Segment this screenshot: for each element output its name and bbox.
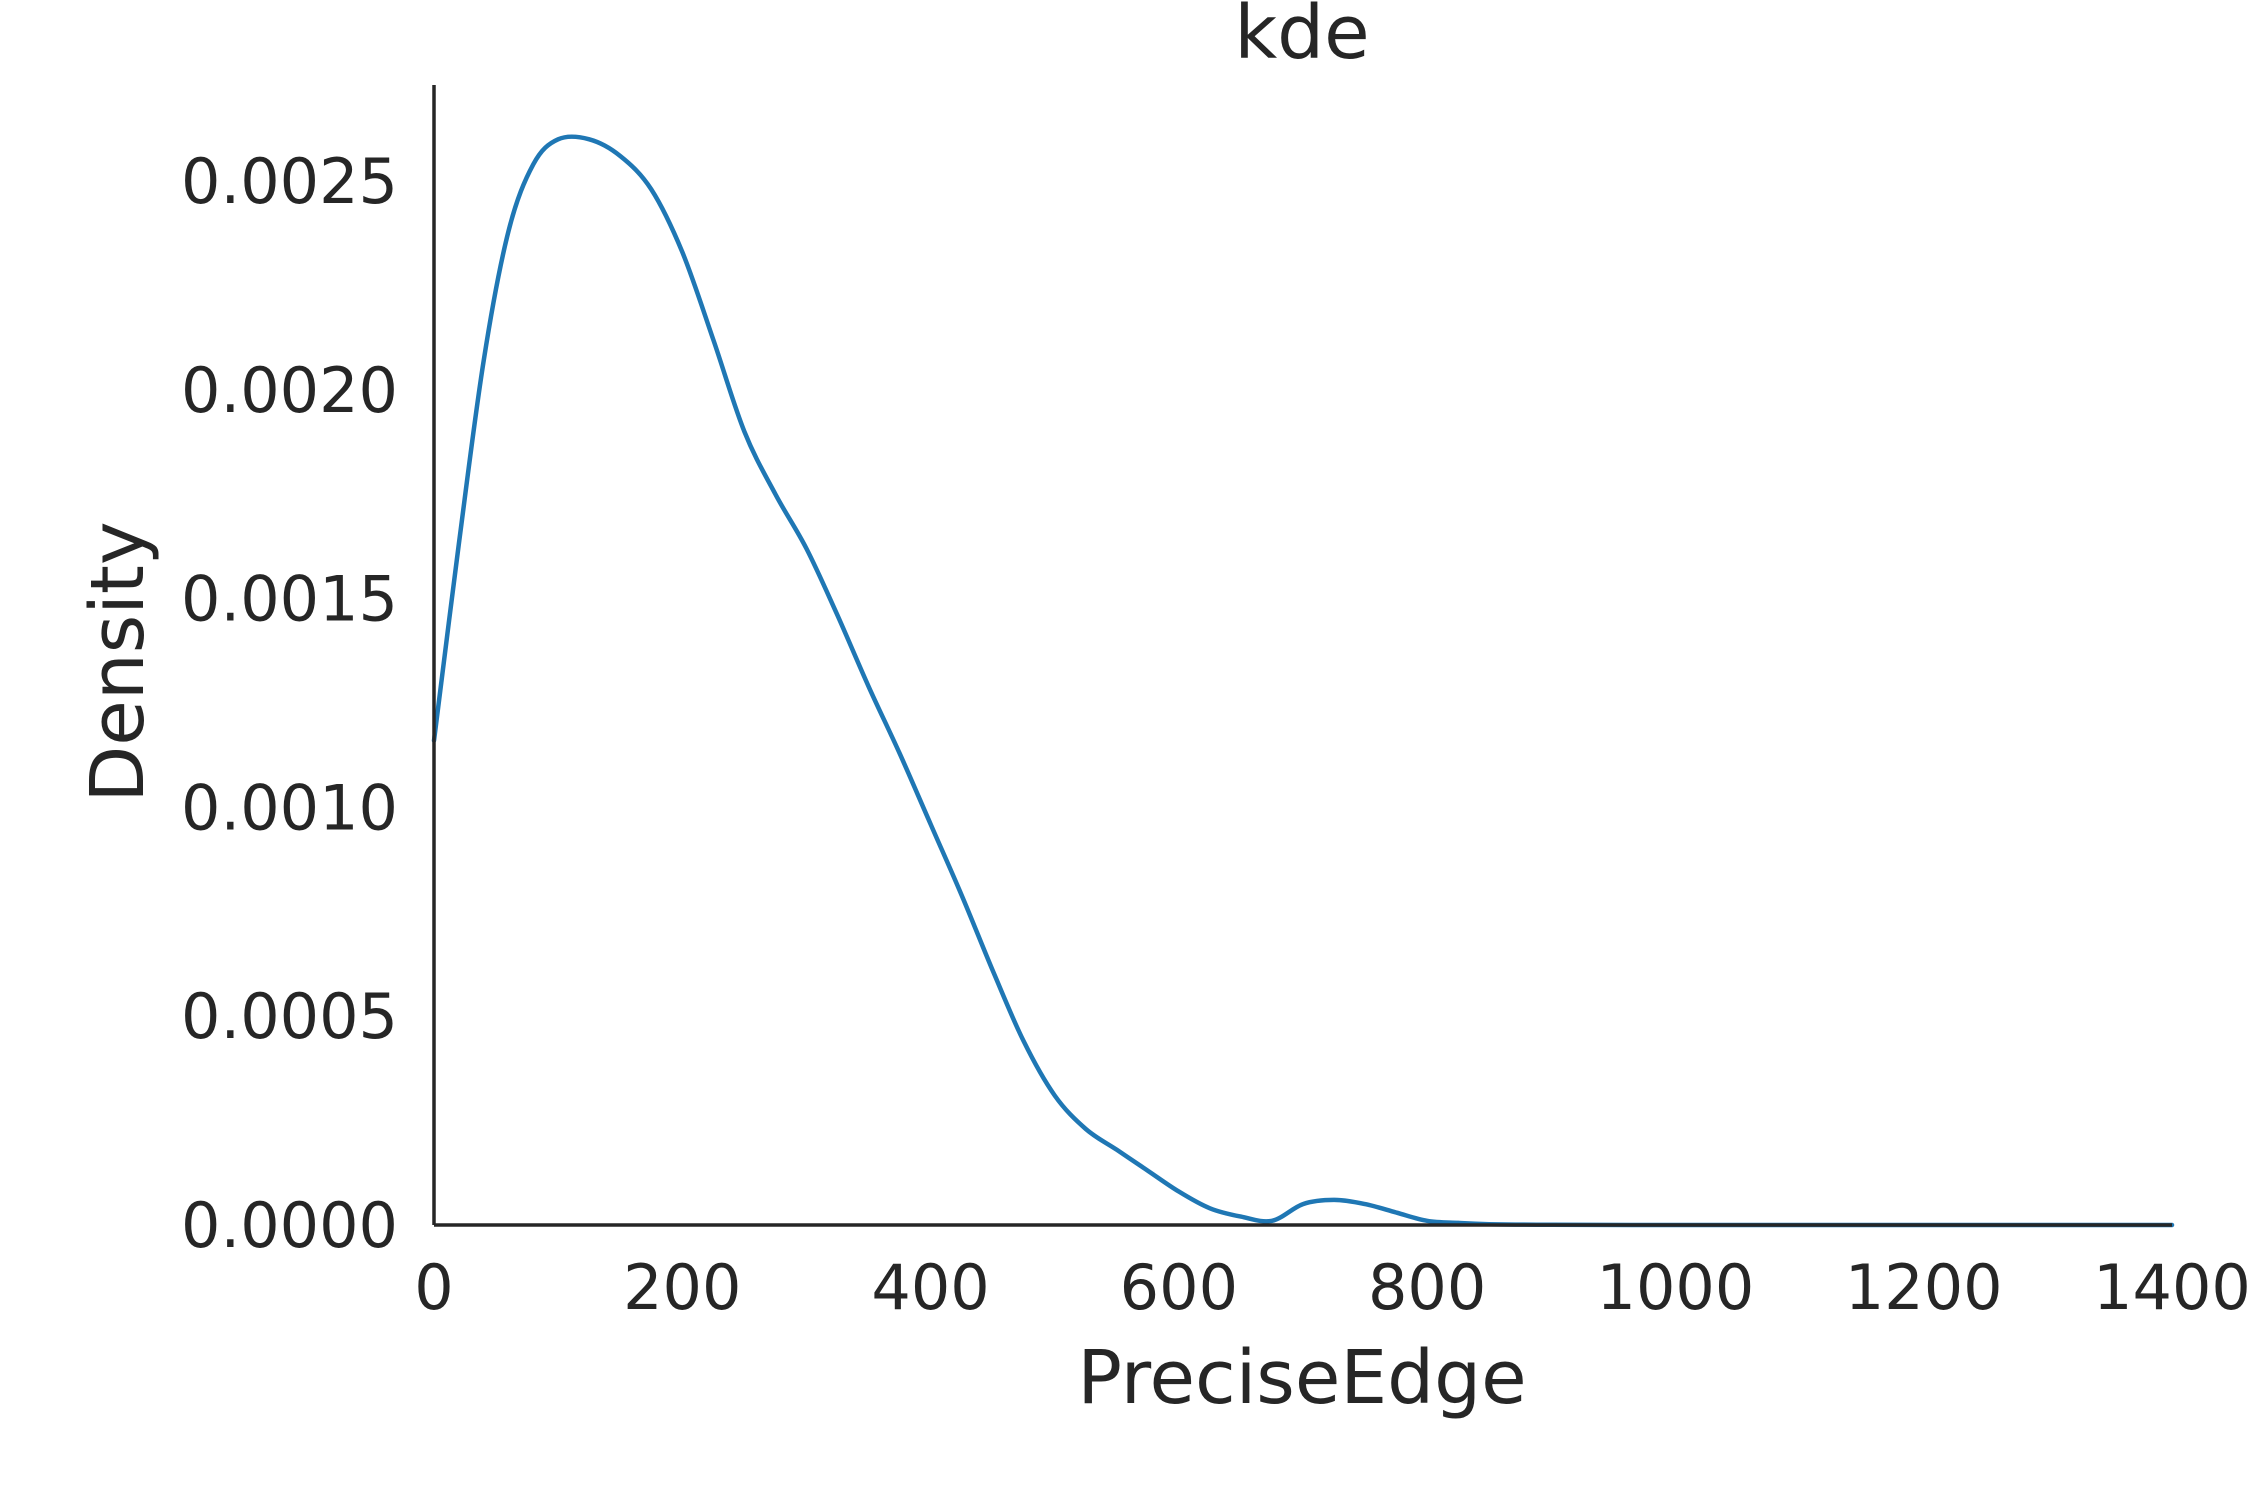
y-tick-labels: 0.0000 0.0005 0.0010 0.0015 0.0020 0.0025 — [181, 145, 398, 1262]
plot-area — [431, 85, 2175, 1228]
y-tick-label: 0.0020 — [181, 354, 398, 427]
density-line — [431, 134, 2175, 1228]
x-axis-title: PreciseEdge — [1077, 1335, 1526, 1421]
x-tick-label: 1200 — [1845, 1251, 2003, 1324]
x-tick-label: 200 — [623, 1251, 741, 1324]
y-tick-label: 0.0010 — [181, 771, 398, 844]
y-tick-label: 0.0000 — [181, 1189, 398, 1262]
x-tick-label: 600 — [1120, 1251, 1238, 1324]
x-tick-label: 0 — [414, 1251, 453, 1324]
y-tick-label: 0.0015 — [181, 563, 398, 636]
x-tick-label: 1400 — [2093, 1251, 2250, 1324]
x-tick-labels: 0 200 400 600 800 1000 1200 1400 — [414, 1251, 2250, 1324]
x-tick-label: 800 — [1368, 1251, 1486, 1324]
y-tick-label: 0.0005 — [181, 980, 398, 1053]
y-axis-title: Density — [75, 521, 161, 802]
x-tick-label: 400 — [871, 1251, 989, 1324]
chart-title: kde — [1234, 0, 1369, 76]
x-tick-label: 1000 — [1597, 1251, 1755, 1324]
y-tick-label: 0.0025 — [181, 145, 398, 218]
